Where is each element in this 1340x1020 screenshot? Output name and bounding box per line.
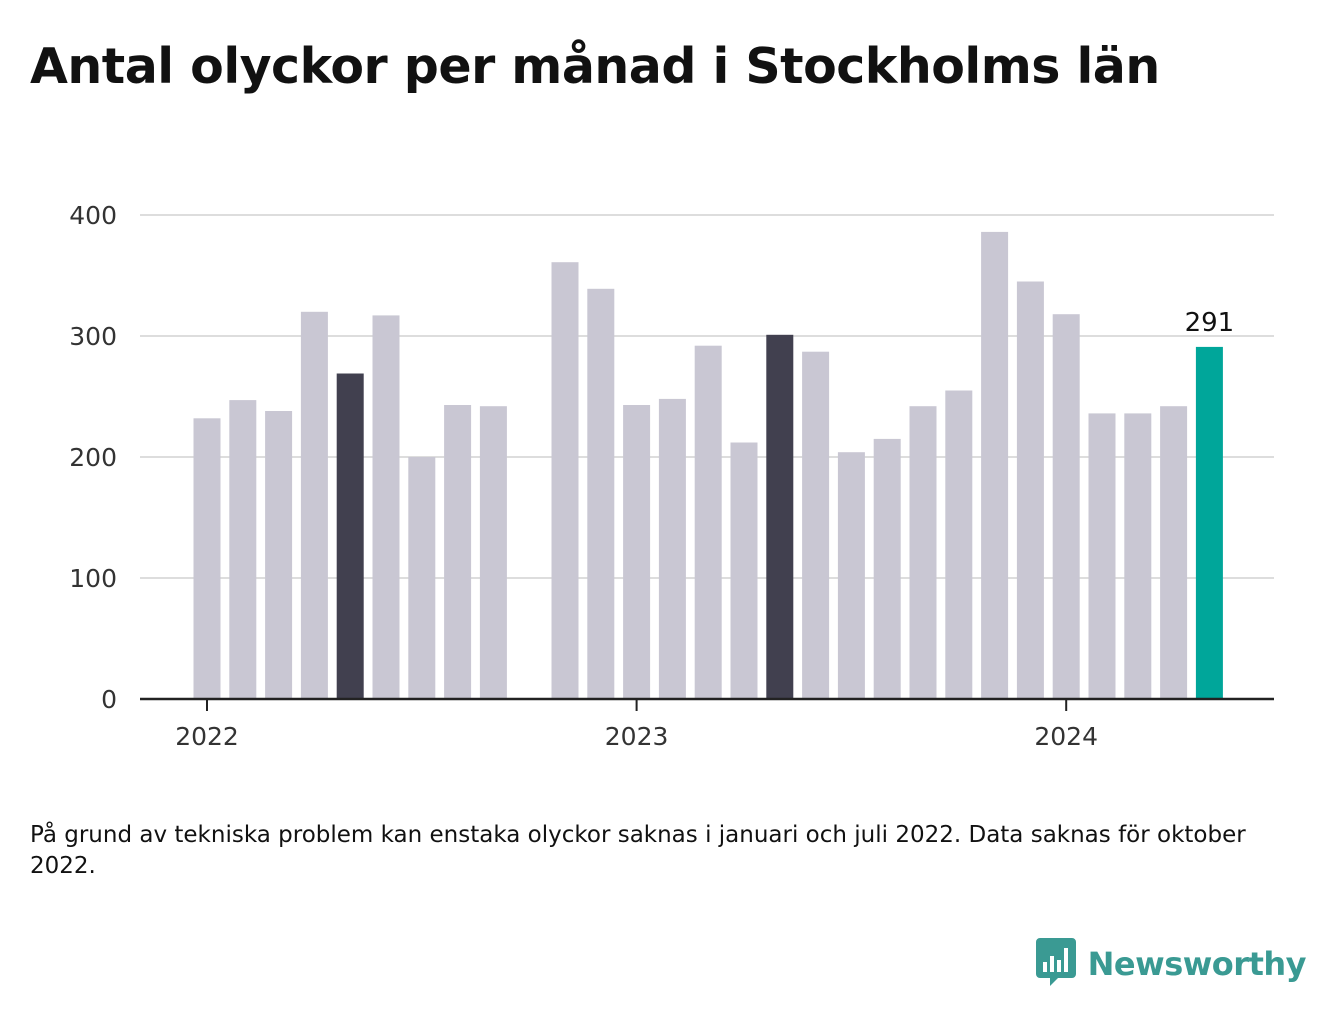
bar <box>336 373 364 699</box>
bar <box>658 398 686 699</box>
bar <box>623 405 651 699</box>
bar-value-label: 291 <box>1185 308 1235 338</box>
chart-title: Antal olyckor per månad i Stockholms län <box>30 38 1160 95</box>
bar <box>587 288 615 699</box>
x-tick-label: 2022 <box>175 722 239 751</box>
bar <box>444 405 472 699</box>
y-tick-label: 300 <box>69 322 117 351</box>
bar <box>1052 314 1080 699</box>
bar <box>909 406 937 699</box>
bar <box>372 315 400 699</box>
bar <box>229 400 257 699</box>
x-tick-label: 2024 <box>1034 722 1098 751</box>
x-tick-label: 2023 <box>605 722 669 751</box>
footnote: På grund av tekniska problem kan enstaka… <box>30 822 1246 879</box>
bar <box>766 334 794 699</box>
bar <box>981 231 1009 699</box>
brand-logo: Newsworthy <box>1035 938 1307 990</box>
bar-chart: 0 100 200 300 400 2022 2023 2024 291 <box>69 201 1274 751</box>
y-tick-label: 400 <box>69 201 117 230</box>
brand-name: Newsworthy <box>1087 945 1307 983</box>
bar <box>802 351 830 699</box>
bar <box>1160 406 1188 699</box>
bar <box>1195 346 1223 699</box>
bar <box>551 262 579 699</box>
y-tick-label: 200 <box>69 443 117 472</box>
bar <box>408 457 436 699</box>
y-tick-label: 100 <box>69 564 117 593</box>
bar <box>945 390 973 699</box>
bar <box>479 406 507 699</box>
bar <box>837 452 865 699</box>
bar <box>1016 281 1044 699</box>
bar <box>300 311 328 699</box>
bar <box>265 411 293 699</box>
bar <box>1124 413 1152 699</box>
bar <box>730 442 758 699</box>
bar <box>193 418 221 699</box>
bar <box>694 345 722 699</box>
y-tick-label: 0 <box>101 685 117 714</box>
bar-chart-speech-bubble-icon <box>1035 938 1076 990</box>
bar <box>873 438 901 699</box>
bar <box>1088 413 1116 699</box>
